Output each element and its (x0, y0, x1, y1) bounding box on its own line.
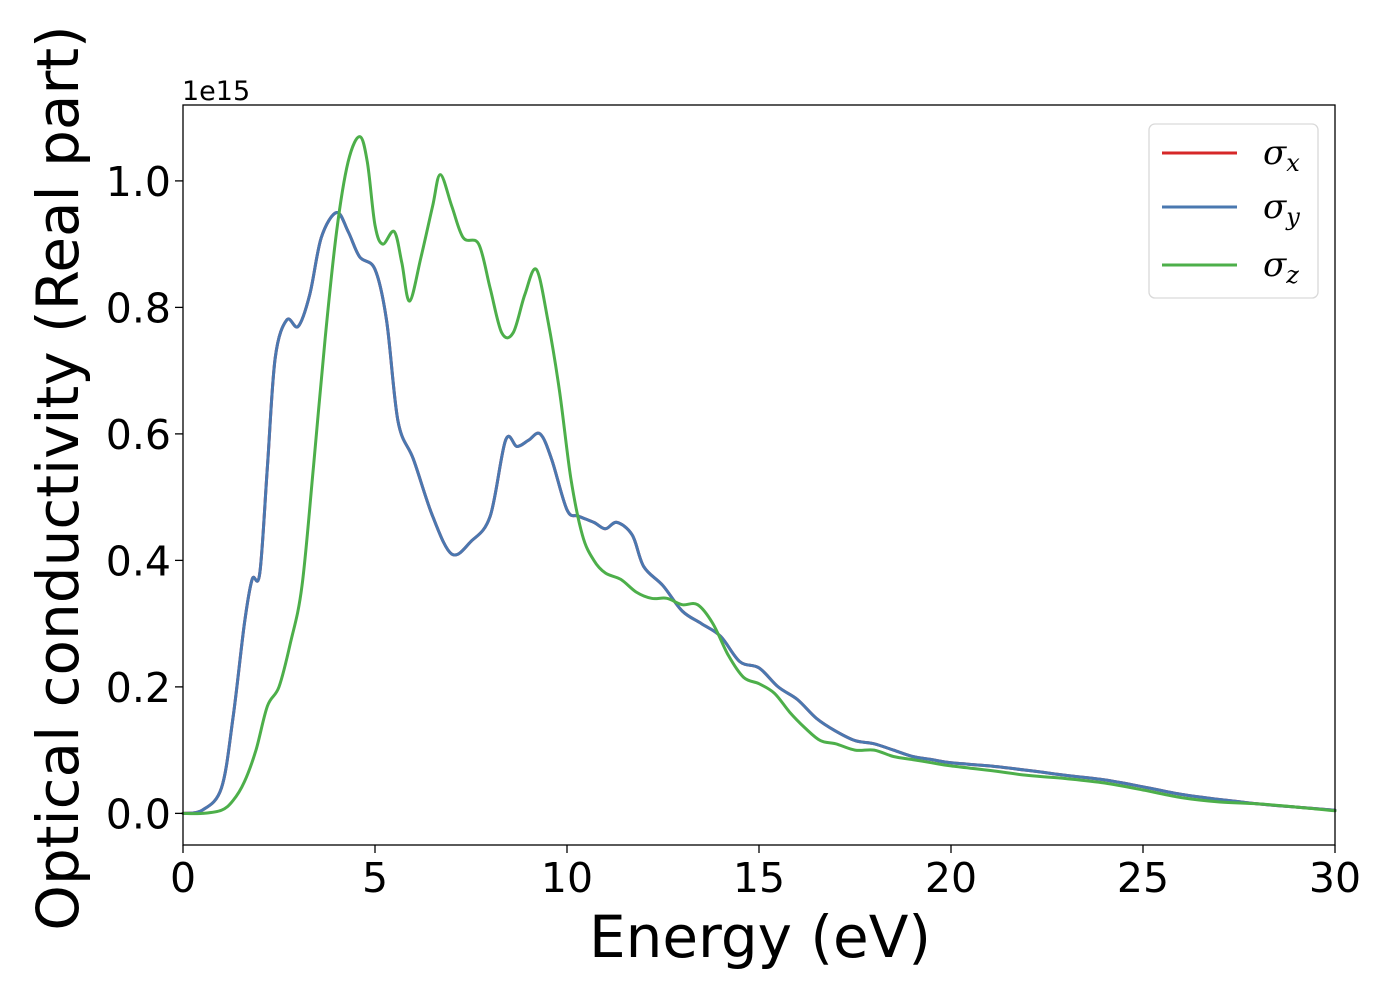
series-line-z (181, 135, 1337, 816)
y-axis-offset-label: 1e15 (182, 76, 250, 107)
x-tick-label: 0 (170, 854, 196, 902)
y-tick-label: 0.6 (106, 411, 171, 459)
x-axis: 0 5 10 15 20 25 30 (170, 845, 1361, 902)
y-tick-label: 0.8 (106, 284, 171, 332)
y-tick-label: 1.0 (106, 158, 171, 206)
y-axis-title: Optical conductivity (Real part) (24, 25, 92, 930)
x-tick-label: 25 (1117, 854, 1169, 902)
x-tick-label: 30 (1309, 854, 1361, 902)
y-tick-label: 0.4 (106, 537, 171, 585)
x-tick-label: 10 (541, 854, 593, 902)
x-tick-label: 5 (362, 854, 388, 902)
series-layer (181, 135, 1337, 816)
x-tick-label: 20 (925, 854, 977, 902)
y-tick-label: 0.0 (106, 790, 171, 838)
x-tick-label: 15 (733, 854, 785, 902)
y-axis: 0.0 0.2 0.4 0.6 0.8 1.0 (106, 158, 183, 838)
legend-box (1148, 123, 1319, 299)
y-tick-label: 0.2 (106, 664, 171, 712)
x-axis-title: Energy (eV) (589, 903, 931, 971)
